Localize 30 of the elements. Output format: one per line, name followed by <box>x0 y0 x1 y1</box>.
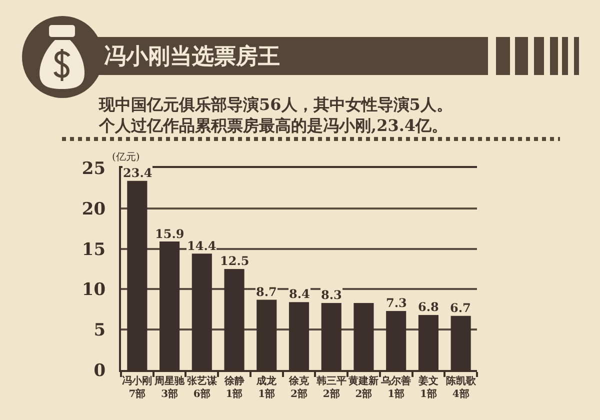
x-tick-label: 陈凯歌 4部 <box>446 375 477 400</box>
chart-title: 冯小刚当选票房王 <box>104 44 280 70</box>
data-label: 8.7 <box>256 285 277 299</box>
y-axis-title: (亿元) <box>112 152 140 163</box>
data-label: 6.8 <box>418 300 439 314</box>
y-tick-label: 20 <box>82 199 106 220</box>
x-tick-label: 徐克 2部 <box>288 375 310 400</box>
y-tick-label: 5 <box>94 320 106 341</box>
x-tick-label: 姜文 1部 <box>417 375 438 400</box>
x-tick-label: 冯小刚 7部 <box>122 375 152 400</box>
x-tick-label: 成龙 1部 <box>256 375 278 400</box>
y-tick-label: 25 <box>82 158 106 179</box>
data-label: 8.3 <box>321 288 342 302</box>
chart-subtitle: 现中国亿元俱乐部导演56人，其中女性导演5人。个人过亿作品累积票房最高的是冯小刚,23.4亿。 <box>98 95 452 135</box>
data-label: 6.7 <box>450 301 471 315</box>
x-tick-label: 张艺谋 6部 <box>186 375 217 400</box>
x-tick-label: 徐静 1部 <box>223 375 244 400</box>
data-label: 12.5 <box>220 254 250 268</box>
data-label: 7.3 <box>386 296 407 310</box>
data-label: 23.4 <box>123 166 152 180</box>
x-tick-label: 乌尔善 1部 <box>380 375 412 400</box>
x-tick-label: 韩三平 2部 <box>315 375 346 400</box>
data-label: 15.9 <box>155 227 184 241</box>
x-tick-label: 黄建新 2部 <box>348 375 379 400</box>
y-tick-label: 10 <box>82 280 106 300</box>
data-label: 14.4 <box>187 239 216 253</box>
y-tick-label: 15 <box>82 240 106 260</box>
y-tick-label: 0 <box>94 360 106 381</box>
data-label: 8.4 <box>289 287 310 301</box>
x-tick-label: 周星驰 3部 <box>154 375 186 400</box>
